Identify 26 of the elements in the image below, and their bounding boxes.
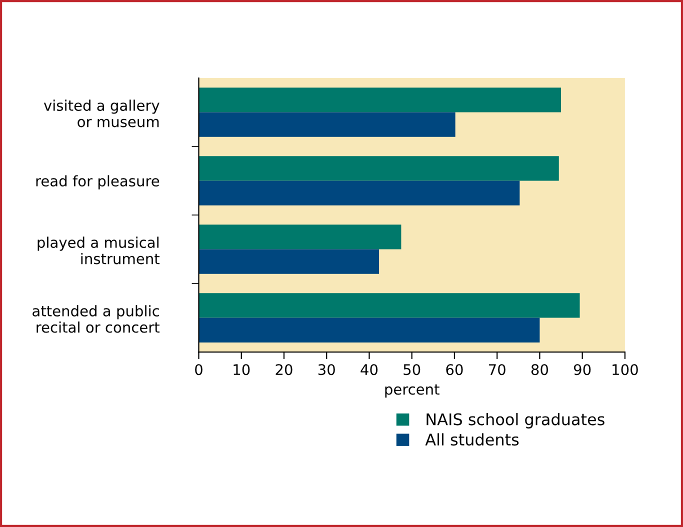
x-tick-label: 70 bbox=[489, 364, 506, 376]
x-tick-label: 50 bbox=[404, 364, 420, 376]
y-tick-label: attended a public recital or concert bbox=[32, 305, 160, 333]
x-tick-label: 30 bbox=[318, 364, 335, 376]
bar bbox=[198, 156, 559, 181]
bar bbox=[198, 88, 562, 112]
x-tick-label: 100 bbox=[612, 364, 638, 376]
x-tick-label: 0 bbox=[195, 364, 202, 376]
x-tick-label: 20 bbox=[276, 364, 292, 376]
bar bbox=[198, 249, 380, 274]
bar bbox=[198, 318, 540, 342]
legend-label: All students bbox=[425, 433, 519, 446]
bar bbox=[198, 180, 520, 206]
y-tick-label: read for pleasure bbox=[36, 175, 160, 190]
x-tick-label: 90 bbox=[574, 364, 591, 376]
y-tick-label: visited a gallery or museum bbox=[44, 100, 160, 128]
x-tick-label: 10 bbox=[234, 364, 250, 376]
x-tick-label: 60 bbox=[446, 364, 463, 376]
bar bbox=[198, 224, 402, 250]
y-tick-label: played a musical instrument bbox=[38, 236, 160, 264]
legend-label: NAIS school graduates bbox=[426, 413, 604, 428]
x-tick-label: 40 bbox=[360, 364, 378, 376]
x-axis-title: percent bbox=[385, 384, 440, 398]
bar bbox=[198, 293, 580, 318]
bar bbox=[198, 112, 456, 137]
x-tick-label: 80 bbox=[531, 364, 548, 376]
